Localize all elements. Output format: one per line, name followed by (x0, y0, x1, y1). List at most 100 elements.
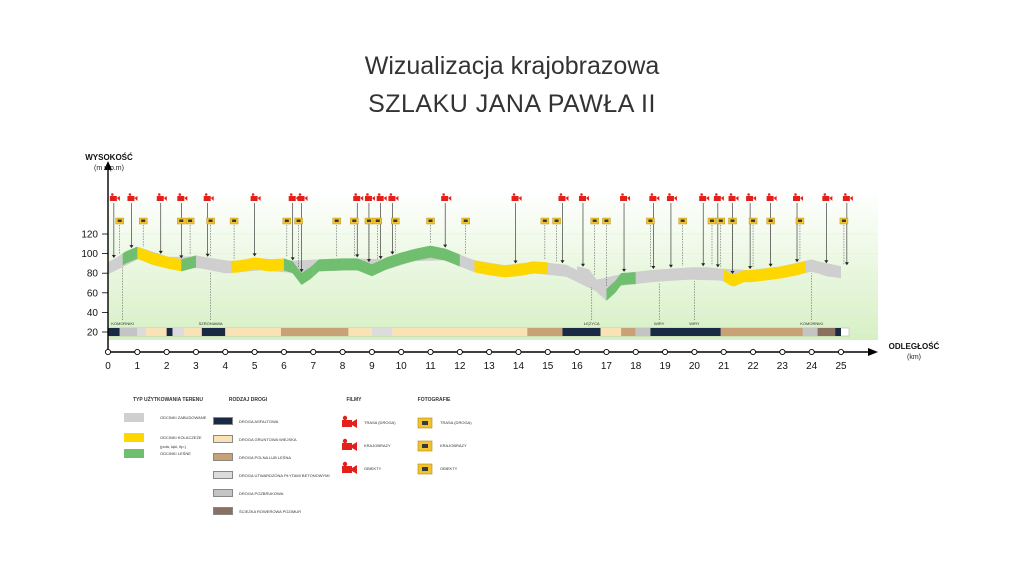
photo-marker-icon (138, 217, 148, 225)
legend-item: DROGA POZBRUKOWA (213, 489, 343, 497)
legend-swatch (213, 435, 233, 443)
film-marker-icon (203, 193, 214, 201)
legend-item: KRAJOBRAZY (416, 438, 496, 452)
road-segment-asfaltowa (201, 328, 226, 336)
land-use-segment-kolaczeze (723, 260, 806, 287)
land-use-segment-lesne (283, 258, 314, 285)
x-tick-label: 14 (513, 361, 525, 372)
x-tick-label: 20 (689, 361, 701, 372)
legend-label: DROGA UTWARDZONA PŁYTAMI BETONOWYMI (239, 472, 330, 478)
photo-camera-lens (296, 219, 301, 222)
film-camera-reel (729, 193, 733, 196)
x-tick-label: 16 (572, 361, 584, 372)
film-camera-body (288, 196, 296, 201)
photo-marker-icon (766, 217, 775, 225)
film-camera-body (578, 196, 586, 201)
legend-item: DROGA POLNA LUB LEŚNA (213, 453, 343, 461)
photo-camera-icon (417, 463, 433, 475)
photo-marker-icon (364, 217, 374, 225)
legend-swatch (213, 507, 233, 515)
road-segment-gruntowa (392, 328, 528, 336)
film-camera-body (156, 196, 164, 201)
x-tick-label: 1 (135, 361, 141, 372)
film-marker-arrow (129, 245, 134, 249)
photo-marker-icon (115, 217, 124, 225)
road-segment-asfaltowa (166, 328, 173, 336)
icon-body (342, 466, 352, 473)
film-marker-arrow (622, 268, 627, 272)
axes-layer: 0 1 2 3 4 5 6 7 8 9 10 11 12 13 14 15 16 17 18 19 20 21 22 23 24… (81, 161, 878, 372)
film-marker-icon (728, 193, 739, 201)
chart-subtitle: SZLAKU JANA PAWŁA II (368, 90, 656, 118)
film-camera-reel (844, 193, 847, 196)
icon-lens (352, 465, 357, 474)
x-tick-label: 10 (396, 361, 408, 372)
film-camera-lens (735, 196, 739, 201)
film-marker-arrow (580, 263, 585, 267)
road-segment-utwardzona (137, 328, 147, 336)
film-camera-reel (389, 193, 393, 196)
land-use-segment-lesne (342, 245, 460, 277)
y-tick-label: 20 (87, 328, 99, 339)
photo-marker-icon (391, 217, 400, 225)
photo-camera-lens (208, 219, 213, 222)
film-marker-arrow (715, 264, 720, 268)
film-camera-body (511, 196, 519, 201)
film-camera-body (666, 196, 674, 201)
x-tick-mark (486, 348, 493, 356)
film-camera-lens (627, 196, 631, 201)
film-marker-icon (699, 193, 710, 201)
film-marker-icon (558, 193, 569, 201)
legend-item: ŚCIEŻKA ROWEROWA POZIMUR (213, 507, 343, 515)
film-camera-lens (134, 196, 138, 201)
photo-camera-lens (428, 219, 433, 222)
road-layer (108, 327, 850, 337)
road-segment-asfaltowa (562, 328, 601, 336)
legend-item: ODCINKI ZABUDOWANE (124, 413, 224, 422)
film-marker-icon (746, 193, 757, 201)
photo-camera-lens (284, 219, 289, 222)
photo-camera-lens (352, 219, 357, 222)
film-marker-icon (127, 193, 138, 201)
icon-reel (342, 461, 348, 467)
photo-marker-icon (282, 217, 292, 225)
road-segment-gruntowa (600, 328, 622, 336)
x-tick-label: 25 (835, 361, 847, 372)
film-camera-lens (656, 196, 660, 201)
film-camera-lens (448, 196, 452, 201)
road-segment-polna (621, 328, 636, 336)
photo-marker-icon (590, 217, 599, 225)
photo-camera-lens (718, 219, 723, 222)
film-camera-body (203, 196, 211, 201)
road-segment-utwardzona (172, 328, 185, 336)
legend-swatch (213, 489, 233, 497)
video-camera-icon (342, 438, 357, 451)
film-marker-icon (822, 193, 833, 201)
place-label: WIRY (654, 321, 665, 326)
photo-camera-lens (709, 219, 714, 222)
icon-lens (422, 444, 428, 448)
road-segment-pozbrukowa (802, 328, 818, 336)
x-tick-mark (398, 348, 405, 356)
film-marker-icon (156, 193, 167, 201)
photo-camera-lens (117, 219, 122, 222)
film-camera-lens (753, 196, 757, 201)
legend-item: ODCINKI KOLACZEŻE (124, 433, 224, 442)
photo-camera-lens (232, 219, 237, 222)
x-tick-mark (192, 348, 200, 356)
film-marker-arrow (651, 265, 656, 269)
markers-layer (109, 193, 853, 287)
film-marker-arrow (390, 251, 395, 255)
x-tick-label: 15 (542, 361, 554, 372)
y-axis-title: WYSOKOŚĆ (85, 153, 133, 162)
x-tick-label: 12 (454, 361, 466, 372)
film-camera-reel (823, 193, 827, 196)
x-tick-mark (603, 348, 610, 356)
legend-item: OBIEKTY (340, 461, 410, 475)
y-tick-label: 100 (81, 249, 98, 260)
photo-marker-icon (540, 217, 550, 225)
road-segment-asfaltowa (835, 328, 841, 336)
film-marker-icon (441, 193, 452, 201)
film-camera-reel (621, 193, 624, 196)
photo-marker-icon (229, 217, 239, 225)
